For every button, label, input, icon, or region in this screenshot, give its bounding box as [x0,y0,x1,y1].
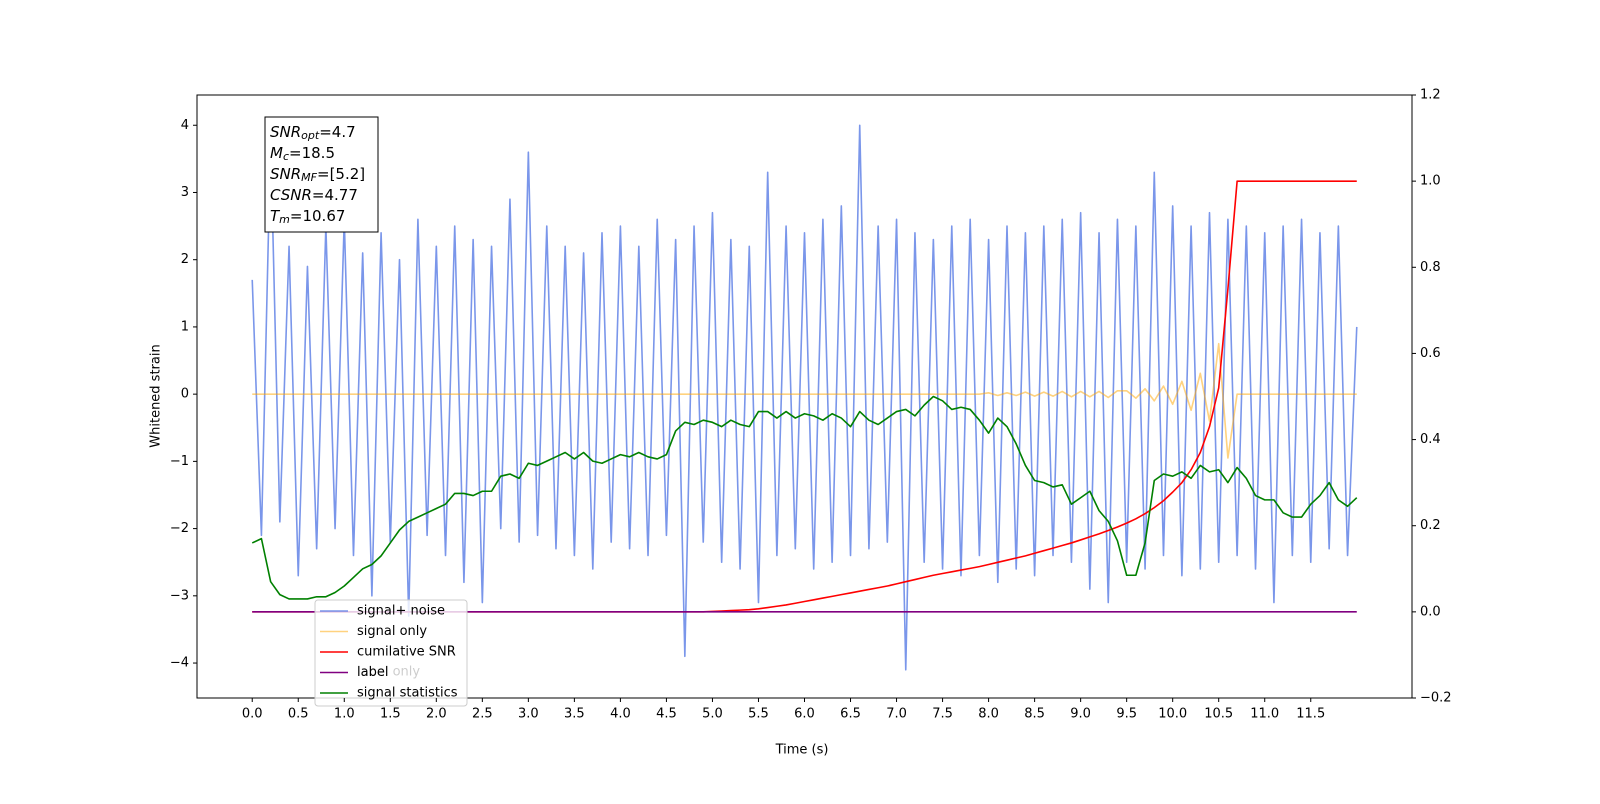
annotation-value: =4.7 [319,123,355,141]
y2-tick-label: 0.8 [1420,260,1441,275]
x-tick-label: 3.5 [564,707,585,722]
x-tick-label: 4.0 [610,707,631,722]
y2-tick-label: 0.0 [1420,604,1441,619]
x-tick-label: 10.0 [1158,707,1187,722]
x-tick-label: 10.5 [1204,707,1233,722]
annotation-symbol: CSNR [270,186,312,204]
annotation-subscript: m [279,213,290,226]
x-tick-label: 2.0 [426,707,447,722]
annotation-subscript: MF [301,171,317,184]
x-tick-label: 6.0 [794,707,815,722]
x-tick-label: 8.0 [978,707,999,722]
x-tick-label: 4.5 [656,707,677,722]
legend-label: signal+ noise [357,604,445,619]
annotation-subscript: opt [301,129,320,142]
x-tick-label: 7.5 [932,707,953,722]
series-line [251,395,1358,600]
x-tick-label: 5.0 [702,707,723,722]
x-tick-label: 1.0 [334,707,355,722]
legend-label: cumilative SNR [357,645,456,660]
legend-label: signal only [357,624,427,639]
y-axis-label: Whitened strain [149,344,164,447]
x-tick-label: 11.0 [1250,707,1279,722]
legend-label: label [357,665,388,680]
legend-frame [314,599,468,707]
y2-tick-label: 0.6 [1420,346,1441,361]
y-tick-label: 1 [181,319,189,334]
y-tick-label: 3 [181,185,189,200]
annotation-value: =10.67 [290,207,346,225]
y2-tick-label: 0.2 [1420,518,1441,533]
x-tick-label: 9.0 [1070,707,1091,722]
annotation-value: =[5.2] [317,165,365,183]
annotation-line: Mc=18.5 [270,144,335,164]
annotation-line: CSNR=4.77 [270,186,358,204]
y-tick-label: 2 [181,252,189,267]
y-tick-label: 0 [181,387,189,402]
x-tick-label: 1.5 [380,707,401,722]
x-tick-label: 3.0 [518,707,539,722]
annotation-symbol: SNR [270,165,301,183]
x-tick-label: 7.0 [886,707,907,722]
annotation-line: Tm=10.67 [270,207,345,227]
x-axis-label: Time (s) [775,743,829,758]
x-tick-label: 5.5 [748,707,769,722]
annotation-frame [264,116,379,233]
y-tick-label: −1 [170,454,189,469]
y2-tick-label: −0.2 [1420,691,1452,706]
annotation-value: =18.5 [289,144,335,162]
x-tick-label: 2.5 [472,707,493,722]
annotation-symbol: SNR [270,123,301,141]
annotation-symbol: T [270,207,281,225]
y2-tick-label: 0.4 [1420,432,1441,447]
x-tick-label: 8.5 [1024,707,1045,722]
y-tick-label: 4 [181,118,189,133]
annotation-line: SNRMF=[5.2] [270,165,365,185]
legend-label: signal statistics [357,686,458,701]
x-tick-label: 9.5 [1116,707,1137,722]
series-line [251,124,1358,671]
x-tick-label: 11.5 [1296,707,1325,722]
y-tick-label: −2 [170,521,189,536]
y-tick-label: −3 [170,588,189,603]
annotation-subscript: c [283,150,289,163]
series-line [252,342,1357,459]
x-tick-label: 0.0 [242,707,263,722]
annotation-symbol: M [270,144,283,162]
annotation-line: SNRopt=4.7 [270,123,356,143]
annotation-value: =4.77 [312,186,358,204]
y2-tick-label: 1.0 [1420,174,1441,189]
y2-tick-label: 1.2 [1420,88,1441,103]
annotation-box: SNRopt=4.7Mc=18.5SNRMF=[5.2]CSNR=4.77Tm=… [264,116,379,233]
x-tick-label: 0.5 [288,707,309,722]
y-tick-label: −4 [170,656,189,671]
x-tick-label: 6.5 [840,707,861,722]
